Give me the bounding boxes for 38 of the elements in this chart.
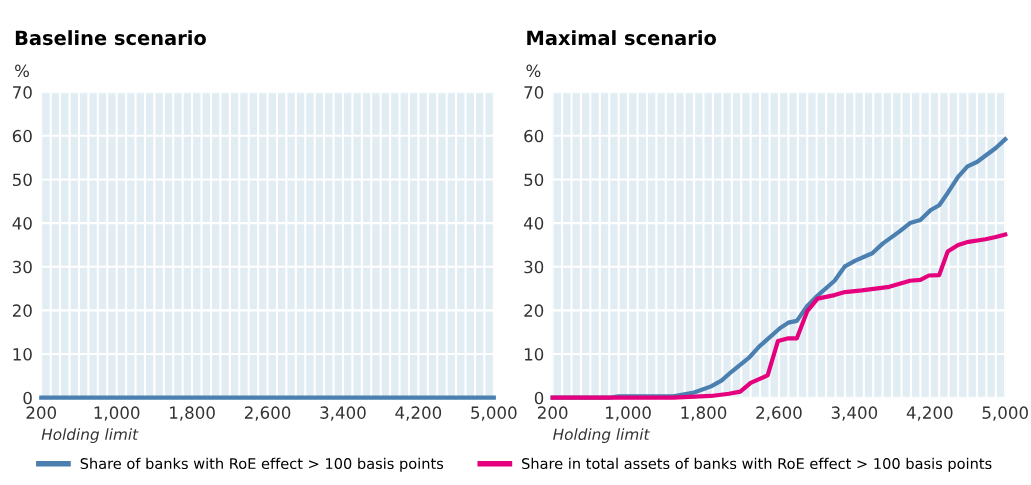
chart-title: Baseline scenario (15, 30, 206, 46)
y-axis-title: % (526, 64, 541, 78)
x-tick-label: 3,400 (831, 406, 878, 421)
y-tick-label: 60 (524, 129, 544, 143)
legend-label: Share of banks with RoE effect > 100 basis points (80, 457, 444, 472)
y-tick-label: 40 (523, 217, 544, 230)
x-tick-label: 1,000 (94, 406, 140, 421)
y-tick-label: 20 (524, 304, 544, 317)
x-tick-label: 2,600 (756, 406, 802, 421)
y-tick-label: 70 (13, 86, 32, 99)
x-axis-title: Holding limit (553, 428, 650, 444)
y-axis-title: % (15, 64, 29, 78)
x-tick-label: 4,200 (906, 406, 953, 421)
x-tick-label: 200 (537, 406, 568, 419)
y-tick-label: 40 (12, 217, 32, 230)
x-tick-label: 2,600 (244, 406, 291, 421)
x-tick-label: 1,000 (606, 406, 651, 421)
x-tick-label: 1,800 (170, 406, 215, 421)
y-tick-label: 0 (534, 391, 544, 405)
y-tick-label: 50 (12, 173, 32, 187)
y-tick-label: 70 (524, 86, 544, 99)
x-tick-label: 5,000 (982, 406, 1028, 421)
y-tick-label: 10 (13, 348, 32, 361)
x-axis-title: Holding limit (41, 428, 139, 444)
legend-label: Share in total assets of banks with RoE effect > 100 basis points (522, 457, 992, 472)
x-tick-label: 3,400 (320, 406, 366, 421)
y-tick-label: 30 (12, 260, 32, 274)
x-tick-label: 1,800 (681, 406, 727, 421)
chart-title: Maximal scenario (527, 30, 717, 46)
y-tick-label: 50 (524, 173, 544, 187)
y-tick-label: 30 (524, 260, 544, 274)
x-tick-label: 4,200 (395, 406, 442, 421)
y-tick-label: 60 (12, 129, 32, 143)
y-tick-label: 10 (524, 348, 544, 361)
x-tick-label: 200 (26, 406, 57, 419)
y-tick-label: 0 (23, 391, 32, 405)
x-tick-label: 5,000 (471, 406, 517, 421)
y-tick-label: 20 (12, 304, 32, 317)
